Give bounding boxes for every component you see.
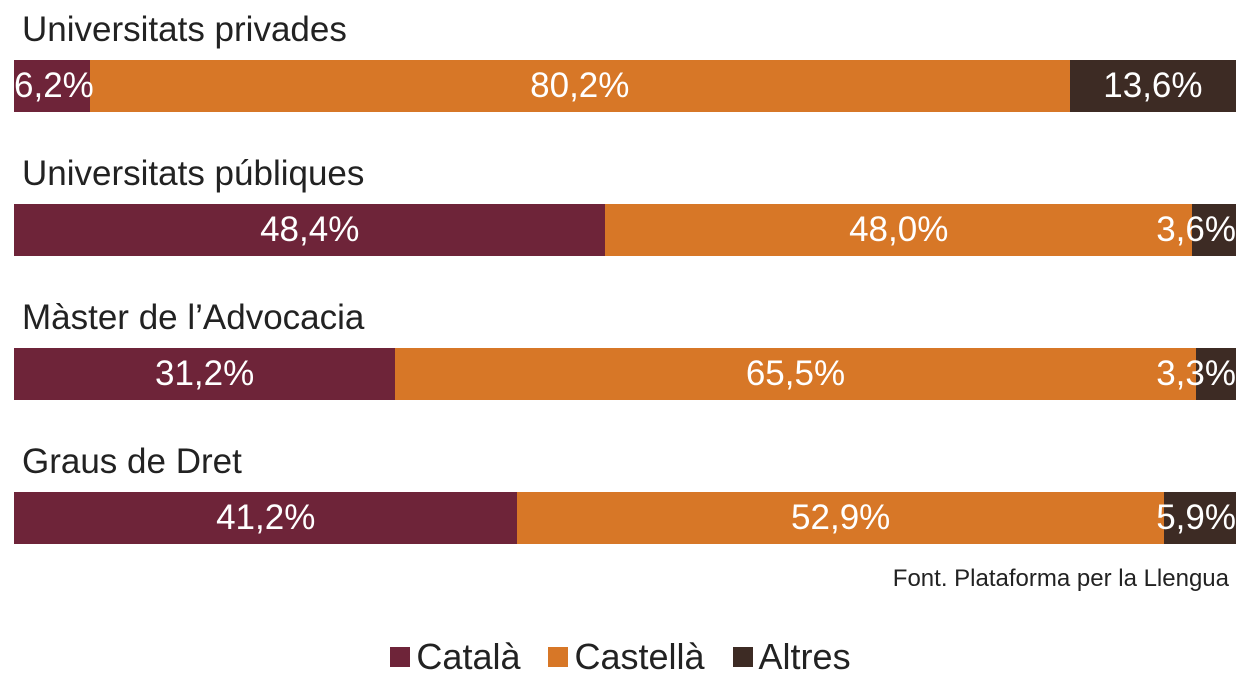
data-label: 6,2% [14, 66, 94, 105]
legend-swatch [732, 647, 753, 667]
data-label: 41,2% [216, 498, 316, 537]
bar-segment [14, 348, 396, 400]
bar-segment [14, 60, 90, 112]
data-label: 65,5% [745, 354, 846, 393]
source-note: Font. Plataforma per la Llengua [892, 565, 1229, 592]
legend-item: Català [390, 636, 520, 678]
legend-swatch [548, 647, 569, 667]
stacked-bar: 48,4% 48,0% 3,6% [14, 204, 1236, 256]
data-label: 52,9% [791, 498, 891, 537]
legend-label: Altres [758, 636, 851, 677]
legend-item: Altres [732, 636, 851, 678]
data-label: 3,3% [1156, 354, 1236, 393]
bar-segment [395, 348, 1196, 400]
category-label: Graus de Dret [22, 442, 242, 481]
category-label: Màster de l’Advocacia [22, 298, 365, 337]
data-label: 13,6% [1103, 66, 1203, 105]
bar-segment [1163, 492, 1236, 544]
data-label: 80,2% [530, 66, 630, 105]
bar-segment [1069, 60, 1236, 112]
data-label: 3,6% [1156, 210, 1236, 249]
legend-label: Català [416, 636, 521, 677]
stacked-bar: 31,2% 65,5% 3,3% [14, 348, 1236, 400]
stacked-bar: 6,2% 80,2% 13,6% [14, 60, 1236, 112]
data-label: 5,9% [1156, 498, 1236, 537]
legend-item: Castellà [548, 636, 705, 678]
bar-segment [14, 492, 518, 544]
category-label: Universitats públiques [22, 154, 365, 193]
bar-segment [605, 204, 1192, 256]
data-label: 31,2% [155, 354, 255, 393]
bar-segment [14, 204, 606, 256]
bar-segment [1195, 348, 1236, 400]
legend-swatch [390, 647, 411, 667]
legend: Català Castellà Altres [0, 636, 1241, 678]
bar-segment [1192, 204, 1236, 256]
bar-segment [89, 60, 1070, 112]
legend-label: Castellà [574, 636, 705, 677]
data-label: 48,0% [849, 210, 949, 249]
bar-segment [517, 492, 1164, 544]
stacked-bar: 41,2% 52,9% 5,9% [14, 492, 1236, 544]
category-label: Universitats privades [22, 10, 347, 49]
data-label: 48,4% [260, 210, 360, 249]
